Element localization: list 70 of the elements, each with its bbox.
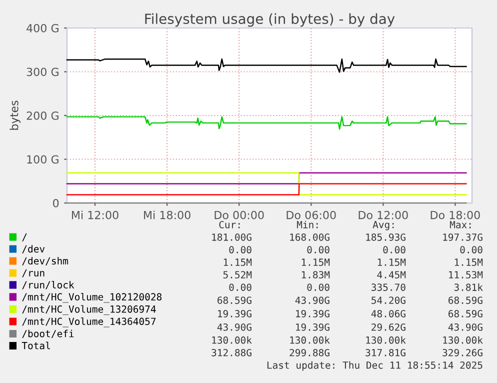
- legend-label: /: [22, 233, 27, 242]
- legend-label: /mnt/HC_Volume_13206974: [22, 305, 156, 315]
- text: 197.37G: [443, 233, 482, 241]
- text: 19.39G: [296, 323, 330, 331]
- text: 0.00: [307, 246, 330, 254]
- text: 312.88G: [212, 348, 252, 356]
- legend-label: /boot/efi: [22, 330, 74, 338]
- text: 1.15M: [302, 258, 330, 266]
- line-series: [66, 116, 467, 130]
- legend-label: /dev: [22, 245, 45, 254]
- text: 317.81G: [366, 348, 406, 356]
- chart-title: Filesystem usage (in bytes) - by day: [145, 13, 395, 27]
- text: 299.88G: [290, 348, 330, 356]
- x-tick-label: Mi 12:00: [72, 210, 118, 220]
- text: 1.83M: [302, 271, 330, 278]
- text: 1.15M: [224, 258, 252, 266]
- x-tick-label: Do 06:00: [286, 210, 336, 220]
- text: 0.00: [229, 284, 252, 291]
- text: 168.00G: [290, 233, 330, 241]
- text: 130.00k: [212, 336, 252, 344]
- text: 5.52M: [223, 271, 252, 278]
- text: 1.15M: [454, 258, 483, 266]
- text: 19.39G: [296, 310, 330, 318]
- y-tick-label: 200 G: [26, 111, 58, 120]
- text: 1.15M: [378, 258, 406, 266]
- text: 130.00k: [290, 336, 330, 344]
- text: Min:: [296, 220, 318, 228]
- text: Last update: Thu Dec 11 18:55:14 2025: [267, 361, 482, 371]
- text: Cur:: [219, 220, 240, 228]
- text: 29.62G: [372, 323, 406, 331]
- text: 48.06G: [371, 310, 406, 318]
- text: 4.45M: [377, 271, 406, 278]
- text: Max:: [450, 221, 471, 228]
- legend-label: Total: [22, 342, 50, 350]
- y-tick-label: 0: [53, 198, 59, 208]
- y-tick-label: 300 G: [26, 68, 58, 76]
- text: 185.93G: [366, 233, 406, 241]
- legend-label: /mnt/HC_Volume_102120028: [22, 292, 162, 303]
- text: 68.59G: [448, 296, 482, 304]
- text: 0.00: [383, 246, 406, 254]
- text: 181.00G: [212, 233, 252, 241]
- x-tick-label: Do 12:00: [358, 210, 408, 220]
- text: 43.90G: [448, 323, 482, 331]
- text: 130.00k: [443, 336, 483, 344]
- y-tick-label: 400 G: [26, 24, 58, 32]
- x-tick-label: Do 00:00: [214, 210, 264, 220]
- text: 11.53M: [449, 271, 483, 278]
- x-tick-label: Mi 18:00: [144, 210, 190, 220]
- text: 3.81k: [454, 283, 483, 291]
- text: 329.26G: [442, 348, 482, 356]
- text: 0.00: [229, 246, 252, 254]
- text: 0.00: [307, 284, 330, 291]
- text: 68.59G: [218, 296, 252, 304]
- line-series: [66, 58, 467, 73]
- text: 130.00k: [366, 336, 406, 344]
- text: 19.39G: [218, 310, 252, 318]
- legend-label: /run/lock: [22, 280, 74, 290]
- y-tick-label: 100 G: [27, 155, 58, 164]
- text: 43.90G: [295, 296, 330, 304]
- legend-label: /dev/shm: [22, 257, 68, 266]
- text: 68.59G: [448, 310, 482, 318]
- legend-label: /mnt/HC_Volume_14364057: [22, 317, 156, 328]
- text: 43.90G: [217, 323, 252, 331]
- y-axis-title: bytes: [10, 100, 20, 130]
- x-tick-label: Do 18:00: [430, 210, 480, 220]
- text: 54.20G: [372, 296, 406, 304]
- legend-label: /run: [22, 269, 44, 278]
- text: 0.00: [460, 246, 482, 254]
- text: 335.70: [372, 284, 406, 291]
- text: Avg:: [372, 221, 394, 230]
